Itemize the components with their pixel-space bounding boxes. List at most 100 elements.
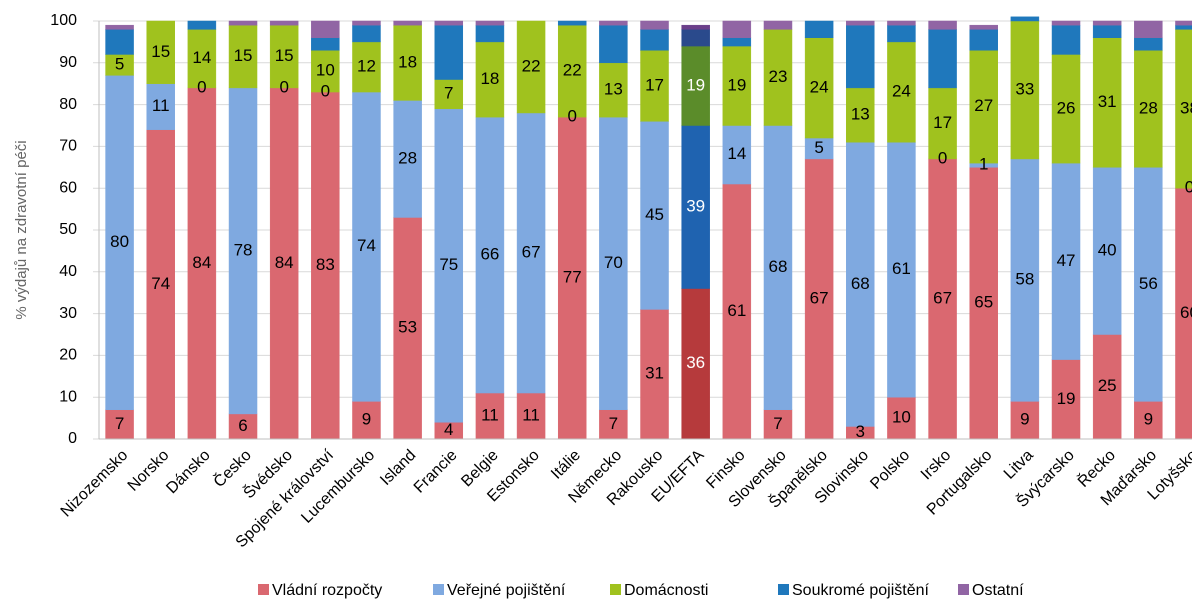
data-label: 31	[645, 364, 664, 383]
bar-segment	[434, 79, 464, 110]
data-label: 26	[1057, 98, 1076, 117]
bar-segment	[393, 24, 422, 101]
bar-segment	[1175, 24, 1192, 30]
data-label: 9	[1020, 410, 1029, 429]
data-label: 75	[439, 255, 458, 274]
legend-swatch	[958, 584, 969, 595]
bar-segment	[969, 50, 998, 164]
data-label: 47	[1057, 251, 1076, 270]
x-tick-label: Lucembursko	[298, 447, 378, 527]
data-label: 31	[1098, 92, 1117, 111]
bar-segment	[1051, 162, 1081, 360]
data-label: 1	[979, 155, 988, 174]
data-label: 74	[151, 274, 170, 293]
y-tick-label: 50	[59, 221, 77, 238]
bar-segment	[269, 20, 299, 26]
bar-segment	[1010, 158, 1040, 402]
x-tick-label: Polsko	[867, 447, 913, 493]
data-label: 11	[481, 405, 499, 424]
bar-segment	[516, 112, 546, 394]
bar-segment	[228, 87, 258, 415]
bar-segment	[557, 116, 587, 440]
y-tick-label: 10	[59, 388, 77, 405]
bar-segment	[187, 20, 217, 30]
data-label: 18	[480, 69, 499, 88]
bar-segment	[311, 91, 340, 440]
data-label: 6	[238, 416, 247, 435]
data-label: 25	[1098, 376, 1117, 395]
bar-segment	[1092, 167, 1122, 335]
bar-segment	[846, 24, 875, 89]
bar-segment	[146, 83, 175, 130]
legend-swatch	[778, 584, 789, 595]
bar-segment	[928, 29, 957, 89]
bar-segment	[105, 29, 134, 55]
y-tick-label: 100	[50, 12, 77, 29]
bar-segment	[1134, 20, 1163, 38]
bar-segment	[105, 24, 134, 30]
legend-swatch	[610, 584, 621, 595]
y-tick-label: 0	[68, 430, 77, 447]
x-tick-label: Francie	[411, 447, 461, 497]
bar-segment	[475, 24, 505, 43]
data-label: 7	[609, 414, 618, 433]
data-label: 40	[1098, 240, 1117, 259]
bar-segment	[681, 24, 710, 30]
data-label: 4	[444, 420, 453, 439]
bar-segment	[969, 167, 998, 440]
data-label: 36	[686, 353, 705, 372]
data-label: 39	[686, 196, 705, 215]
bar-segment	[1051, 20, 1081, 26]
bar-segment	[763, 20, 793, 30]
bar-segment	[1092, 334, 1122, 440]
bar-segment	[722, 45, 752, 126]
bar-segment	[311, 20, 340, 38]
data-label: 78	[234, 240, 253, 259]
data-label: 10	[892, 408, 911, 427]
data-label: 17	[645, 75, 664, 94]
data-label: 60	[1180, 303, 1192, 322]
bar-segment	[1010, 16, 1040, 22]
data-label: 24	[892, 82, 911, 101]
x-tick-label: Irsko	[918, 447, 955, 484]
bar-segment	[105, 409, 134, 440]
bar-segment	[352, 41, 381, 93]
bar-segment	[887, 41, 916, 143]
bar-segment	[887, 141, 916, 398]
data-label: 7	[444, 84, 453, 103]
bar-segment	[516, 20, 546, 114]
y-tick-label: 60	[59, 179, 77, 196]
x-tick-label: Litva	[1001, 447, 1037, 483]
legend-label: Ostatní	[972, 582, 1024, 599]
data-label: 68	[769, 257, 788, 276]
bar-segment	[969, 29, 998, 51]
bar-segment	[599, 116, 628, 410]
bar-segment	[352, 20, 381, 26]
y-axis-title: % výdajů na zdravotní péči	[13, 140, 30, 319]
bar-segment	[681, 29, 710, 47]
data-label: 0	[1185, 178, 1192, 197]
data-label: 61	[727, 301, 746, 320]
bar-segment	[228, 20, 258, 26]
bar-segment	[1051, 54, 1081, 164]
bar-segment	[640, 29, 669, 51]
data-label: 15	[275, 46, 294, 65]
y-tick-label: 90	[59, 54, 77, 71]
bar-segment	[352, 91, 381, 402]
bar-segment	[928, 158, 957, 440]
bar-segment	[763, 409, 793, 440]
bar-segment	[105, 75, 134, 410]
bar-segment	[640, 20, 669, 30]
bar-segment	[1051, 24, 1081, 55]
data-label: 67	[810, 288, 829, 307]
data-label: 15	[151, 42, 170, 61]
bar-segment	[846, 87, 875, 143]
bar-segment	[599, 62, 628, 118]
data-label: 70	[604, 253, 623, 272]
data-label: 5	[814, 138, 823, 157]
bar-segment	[228, 24, 258, 89]
bar-segment	[311, 37, 340, 51]
data-label: 5	[115, 54, 124, 73]
legend-swatch	[433, 584, 444, 595]
y-tick-label: 40	[59, 263, 77, 280]
